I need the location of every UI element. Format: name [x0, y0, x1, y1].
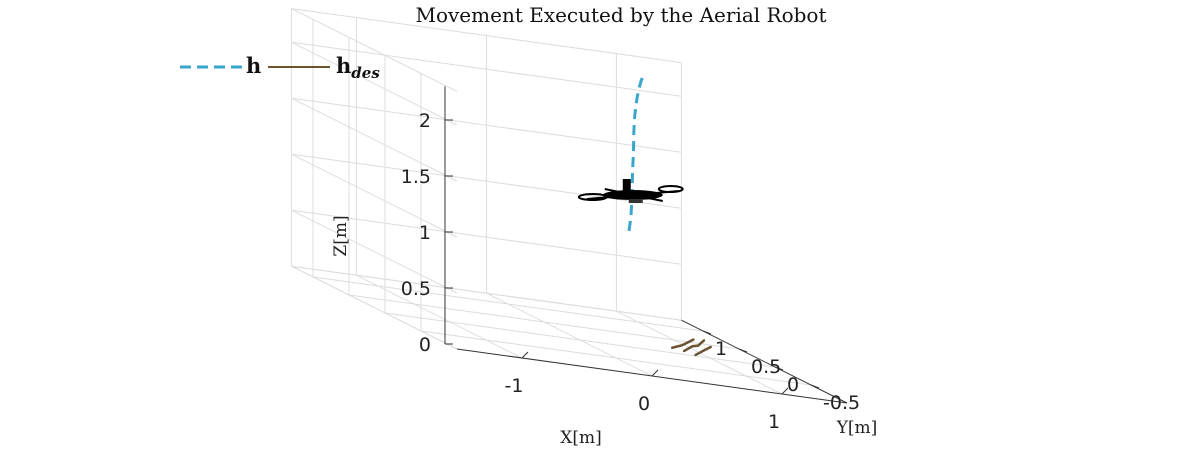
y-tick-label: -0.5 [823, 392, 860, 414]
grid-line-side-z [291, 153, 458, 238]
y-tick-label: 1 [715, 338, 727, 360]
series-line-h-des [671, 338, 695, 349]
z-tick-label: 0 [419, 334, 431, 356]
z-tick-label: 2 [419, 110, 431, 132]
series-point-h-des [670, 346, 674, 349]
y-tick-mark [810, 384, 820, 389]
y-tick-label: 0 [787, 374, 799, 396]
axes [444, 86, 848, 404]
x-tick-label: 1 [768, 411, 780, 433]
robot-camera [628, 199, 643, 204]
grid-line-side-z [291, 97, 458, 182]
y-axis-label: Y[m] [836, 418, 878, 438]
pane-border [291, 265, 682, 321]
series-line-h-des [683, 339, 705, 353]
robot-mast [622, 179, 631, 192]
grid-line-side-z [291, 41, 458, 126]
series [627, 72, 712, 357]
series-line-h-des [694, 345, 712, 357]
y-tick-label: 0.5 [751, 356, 781, 378]
z-tick-label: 1 [419, 222, 431, 244]
series-point-h-des [709, 345, 712, 349]
series-point-h-des [697, 344, 700, 347]
grid-line-floor-y [420, 330, 812, 386]
grid-line-floor-y [312, 276, 704, 332]
series-point-h-des [692, 338, 695, 341]
robot-arm [604, 188, 663, 203]
pane-border [291, 8, 682, 64]
pane-border [291, 265, 458, 350]
legend-label-h-des-base: h [336, 53, 351, 78]
x-tick-mark [781, 387, 789, 395]
chart-title: Movement Executed by the Aerial Robot [415, 3, 826, 27]
legend-label-h-des: hdes [336, 53, 380, 82]
y-tick-mark [774, 366, 784, 371]
y-tick-mark [738, 348, 748, 353]
grid-line-side-z [291, 209, 458, 294]
z-axis-label: Z[m] [331, 215, 351, 256]
z-tick-label: 1.5 [401, 166, 431, 188]
grid-line-back-z [291, 41, 682, 97]
x-tick-mark [521, 351, 529, 359]
grid [290, 8, 812, 395]
series-point-h-des [680, 344, 684, 347]
y-tick-mark [702, 330, 712, 335]
y-axis-line [681, 319, 848, 404]
legend: h hdes [180, 53, 380, 82]
grid-line-floor-x [356, 274, 523, 359]
series-point-h-des [691, 345, 694, 348]
series-point-h-des [703, 348, 707, 352]
legend-label-h-des-subscript: des [351, 64, 380, 82]
aerial-robot-icon [577, 179, 684, 204]
grid-line-floor-x [486, 292, 653, 377]
x-tick-label: 0 [638, 393, 650, 415]
x-tick-label: -1 [505, 375, 524, 397]
series-point-h-des [702, 339, 706, 342]
series-point-h-des [686, 341, 689, 344]
x-axis-label: X[m] [560, 428, 602, 448]
pane-border [291, 8, 458, 92]
series-point-h-des [694, 353, 697, 357]
grid-line-back-z [291, 209, 682, 265]
grid-line-floor-y [348, 294, 740, 350]
grid-line-floor-y [384, 312, 776, 368]
grid-line-back-z [291, 97, 682, 153]
x-tick-mark [651, 369, 659, 377]
z-tick-label: 0.5 [401, 278, 431, 300]
robot-rotor [657, 185, 684, 194]
series-point-h-des [682, 349, 686, 353]
series-line-h [627, 72, 646, 232]
legend-label-h: h [246, 53, 261, 78]
robot-rotor [577, 193, 608, 202]
